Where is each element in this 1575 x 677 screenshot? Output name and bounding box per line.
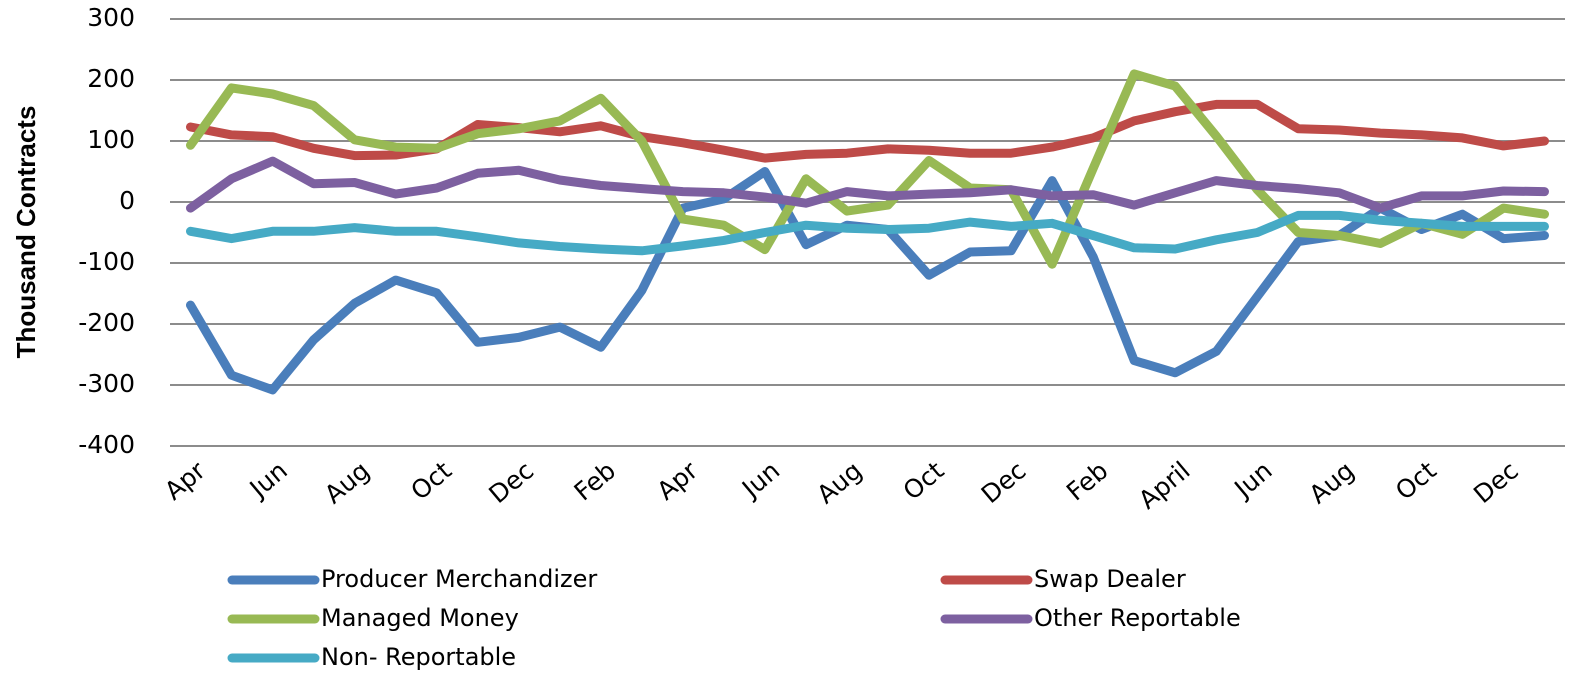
- x-tick-label: Apr: [159, 455, 211, 505]
- y-tick-label: -200: [78, 308, 135, 337]
- y-tick-label: -100: [78, 247, 135, 276]
- x-tick-label: Dec: [1468, 456, 1524, 509]
- legend-label: Other Reportable: [1034, 604, 1241, 632]
- legend-label: Swap Dealer: [1034, 565, 1186, 593]
- x-tick-label: Oct: [405, 456, 457, 506]
- x-tick-label: Dec: [976, 456, 1032, 509]
- x-tick-label: Aug: [319, 456, 375, 510]
- x-tick-label: Aug: [1304, 456, 1360, 510]
- y-tick-label: 300: [87, 3, 135, 32]
- legend-label: Non- Reportable: [321, 643, 516, 671]
- x-tick-label: Jun: [1228, 456, 1278, 505]
- x-tick-label: April: [1133, 456, 1195, 515]
- series-line: [186, 156, 1549, 213]
- x-tick-label: Oct: [898, 456, 950, 506]
- y-tick-label: -300: [78, 369, 135, 398]
- y-tick-label: 0: [119, 186, 135, 215]
- legend-label: Producer Merchandizer: [321, 565, 597, 593]
- series-line: [186, 69, 1549, 269]
- x-tick-label: Apr: [651, 455, 703, 505]
- legend-label: Managed Money: [321, 604, 519, 632]
- y-tick-label: 100: [87, 125, 135, 154]
- x-tick-label: Jun: [735, 456, 785, 505]
- x-tick-label: Feb: [1061, 456, 1114, 507]
- x-tick-label: Dec: [483, 456, 539, 509]
- x-tick-label: Feb: [569, 456, 622, 507]
- x-tick-label: Oct: [1390, 456, 1442, 506]
- series-line: [186, 210, 1549, 256]
- y-tick-label: 200: [87, 64, 135, 93]
- x-tick-label: Aug: [811, 456, 867, 510]
- x-tick-label: Jun: [243, 456, 293, 505]
- y-axis-title: Thousand Contracts: [11, 106, 41, 359]
- y-tick-label: -400: [78, 430, 135, 459]
